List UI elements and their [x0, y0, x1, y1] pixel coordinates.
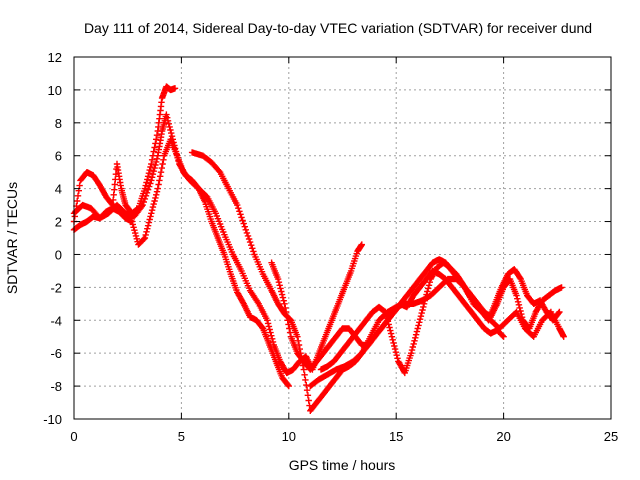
y-tick-label: 12: [48, 50, 62, 65]
data-series: [70, 83, 567, 414]
y-tick-label: 2: [55, 215, 62, 230]
y-tick-label: -8: [50, 379, 62, 394]
x-tick-label: 25: [604, 429, 618, 444]
x-tick-label: 0: [70, 429, 77, 444]
x-tick-label: 10: [282, 429, 296, 444]
x-tick-label: 5: [178, 429, 185, 444]
x-tick-label: 20: [496, 429, 510, 444]
y-tick-label: -6: [50, 346, 62, 361]
y-tick-label: -2: [50, 280, 62, 295]
y-tick-label: 10: [48, 83, 62, 98]
y-tick-label: 4: [55, 182, 62, 197]
x-axis-label: GPS time / hours: [289, 457, 396, 473]
y-tick-label: 8: [55, 116, 62, 131]
x-tick-label: 15: [389, 429, 403, 444]
plot-frame: [73, 56, 612, 420]
axis-ticks: 0 5 10 15 20 25 -10 -8 -6 -4 -2 0 2 4 6 8 10 12: [43, 50, 618, 444]
y-tick-label: -4: [50, 313, 62, 328]
y-tick-label: 6: [55, 149, 62, 164]
y-axis-label: SDTVAR / TECUs: [4, 182, 20, 294]
grid-lines: [74, 57, 611, 419]
chart-title: Day 111 of 2014, Sidereal Day-to-day VTE…: [84, 20, 592, 36]
y-tick-label: 0: [55, 247, 62, 262]
y-tick-label: -10: [43, 412, 62, 427]
series-track-7: [307, 275, 567, 390]
